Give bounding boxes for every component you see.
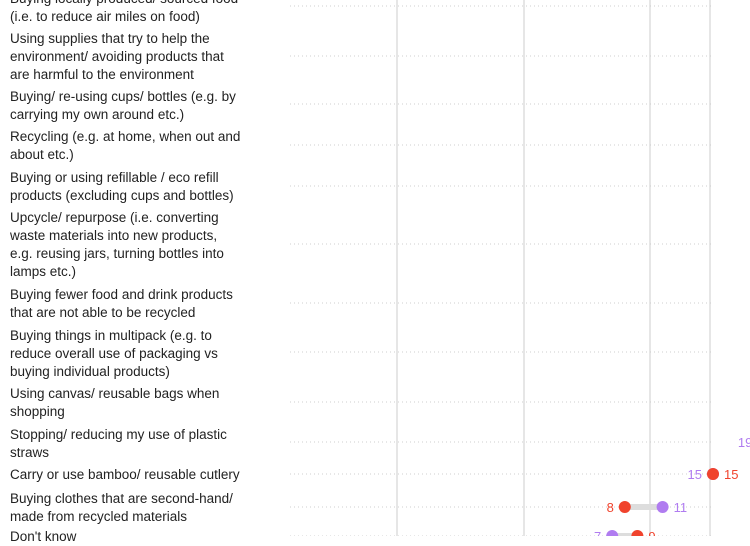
category-label: Buying clothes that are second-hand/ mad…	[10, 491, 233, 524]
gridlines	[396, 0, 711, 536]
category-label: Buying fewer food and drink products tha…	[10, 287, 233, 320]
data-label: 19	[738, 435, 750, 450]
point-series-b	[631, 530, 644, 536]
data-label: 15	[724, 467, 738, 482]
data-label: 11	[674, 500, 688, 515]
point-series-a	[656, 501, 669, 513]
category-label: Carry or use bamboo/ reusable cutlery	[10, 467, 240, 482]
category-label: Buying/ re-using cups/ bottles (e.g. by …	[10, 89, 236, 122]
category-label: Using canvas/ reusable bags when shoppin…	[10, 386, 220, 419]
point-series-b	[618, 501, 631, 513]
data-label: 9	[648, 529, 655, 536]
point-series-b	[707, 468, 719, 480]
data-label: 7	[594, 529, 601, 536]
category-label: Using supplies that try to help the envi…	[10, 31, 224, 82]
chart-rows: 2528283226292627252625282323202322291920…	[290, 5, 750, 536]
category-label: Buying things in multipack (e.g. to redu…	[10, 328, 218, 379]
category-label: Don't know	[10, 529, 77, 544]
point-series-a	[606, 530, 619, 536]
category-label: Upcycle/ repurpose (i.e. converting wast…	[10, 210, 224, 279]
category-label: Buying locally produced/ sourced food (i…	[10, 0, 238, 24]
category-label: Recycling (e.g. at home, when out and ab…	[10, 129, 241, 162]
category-label: Buying or using refillable / eco refill …	[10, 170, 234, 203]
data-label: 8	[607, 500, 614, 515]
category-label: Stopping/ reducing my use of plastic str…	[10, 427, 227, 460]
data-label: 15	[688, 467, 702, 482]
